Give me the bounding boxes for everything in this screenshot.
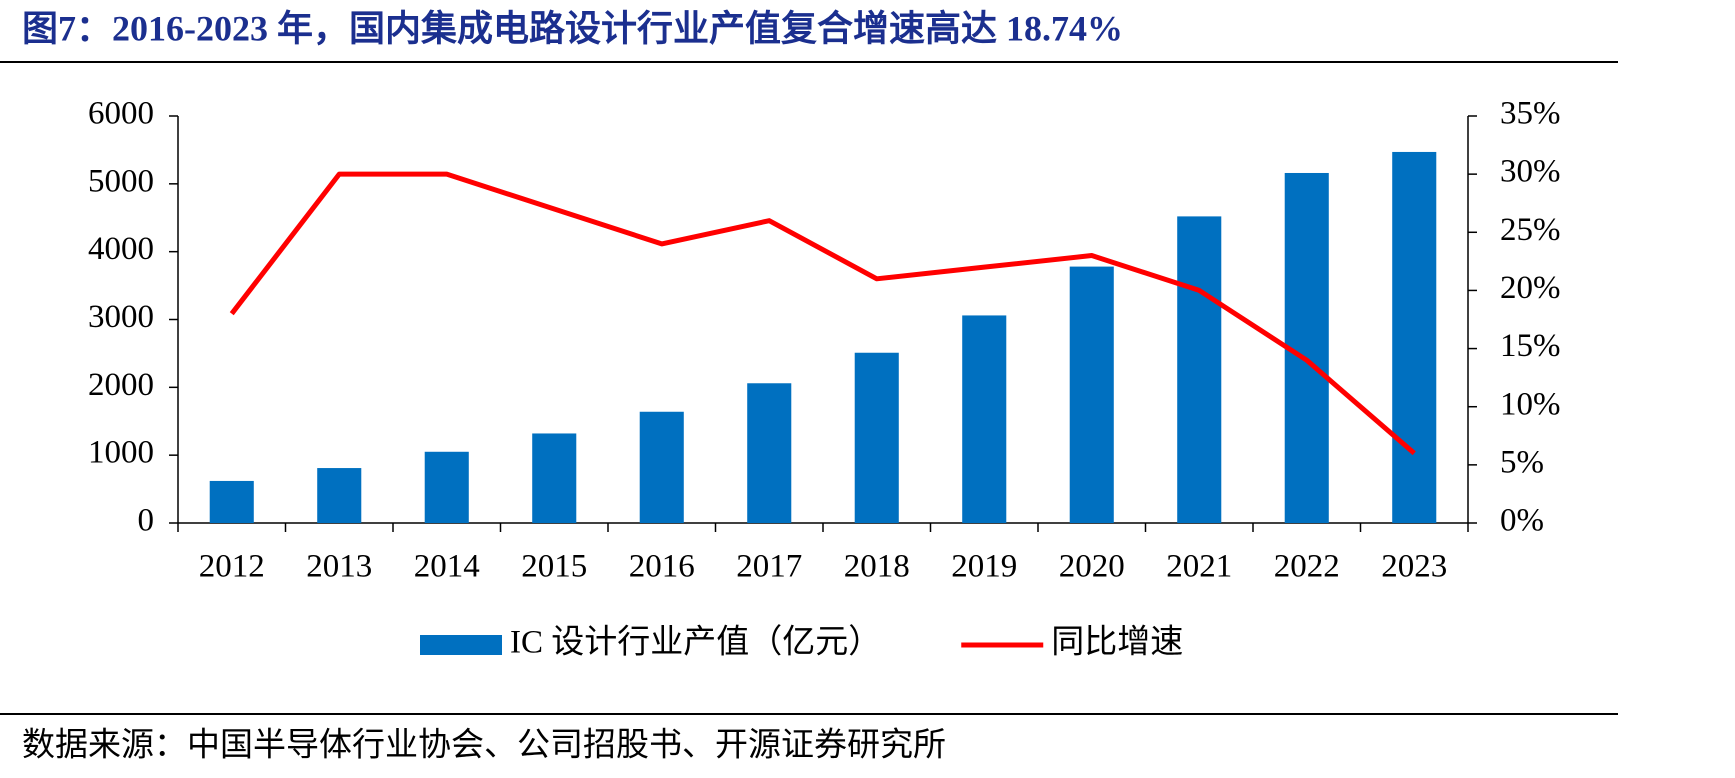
line bbox=[229, 171, 1416, 456]
x-tick-label: 2013 bbox=[306, 549, 372, 585]
x-tick-label: 2020 bbox=[1059, 549, 1125, 585]
y-tick-label: 0 bbox=[138, 503, 155, 539]
x-tick-label: 2012 bbox=[199, 549, 265, 585]
y2-tick-label: 5% bbox=[1500, 444, 1544, 480]
source: 数据来源：中国半导体行业协会、公司招股书、开源证券研究所 bbox=[22, 727, 946, 764]
y2-tick-label: 10% bbox=[1500, 386, 1561, 422]
y2-tick-label: 25% bbox=[1500, 212, 1561, 248]
y2-tick-label: 0% bbox=[1500, 503, 1544, 539]
y2-tick-label: 30% bbox=[1500, 154, 1561, 190]
y-tick-label: 1000 bbox=[88, 435, 154, 471]
bar bbox=[532, 433, 577, 523]
legend-label: IC 设计行业产值（亿元） bbox=[510, 624, 881, 661]
bar bbox=[317, 468, 362, 523]
y-tick-label: 4000 bbox=[88, 231, 154, 267]
bar bbox=[1177, 216, 1222, 524]
bar bbox=[747, 383, 792, 523]
x-tick-label: 2017 bbox=[736, 549, 802, 585]
bar bbox=[424, 451, 469, 523]
y2-tick-label: 35% bbox=[1500, 96, 1561, 132]
bar bbox=[1392, 151, 1437, 523]
y-tick-label: 6000 bbox=[88, 96, 154, 132]
y-tick-label: 5000 bbox=[88, 163, 154, 199]
x-tick-label: 2014 bbox=[414, 549, 480, 585]
y-tick-label: 2000 bbox=[88, 367, 154, 403]
bar bbox=[962, 315, 1007, 523]
x-tick-label: 2023 bbox=[1381, 549, 1447, 585]
y2-tick-label: 20% bbox=[1500, 270, 1561, 306]
x-tick-label: 2019 bbox=[951, 549, 1017, 585]
x-tick-label: 2021 bbox=[1166, 549, 1232, 585]
legend-label: 同比增速 bbox=[1051, 624, 1183, 661]
bar bbox=[854, 352, 899, 523]
y-tick-label: 3000 bbox=[88, 299, 154, 335]
y2-tick-label: 15% bbox=[1500, 328, 1561, 364]
bar bbox=[209, 480, 254, 523]
x-tick-label: 2015 bbox=[521, 549, 587, 585]
x-tick-label: 2016 bbox=[629, 549, 695, 585]
chart-title: 图7：2016-2023 年，国内集成电路设计行业产值复合增速高达 18.74% bbox=[22, 8, 1123, 48]
x-tick-label: 2022 bbox=[1274, 549, 1340, 585]
bar bbox=[1069, 266, 1114, 523]
bar bbox=[639, 411, 684, 523]
x-tick-label: 2018 bbox=[844, 549, 910, 585]
legend-swatch bbox=[420, 635, 502, 655]
